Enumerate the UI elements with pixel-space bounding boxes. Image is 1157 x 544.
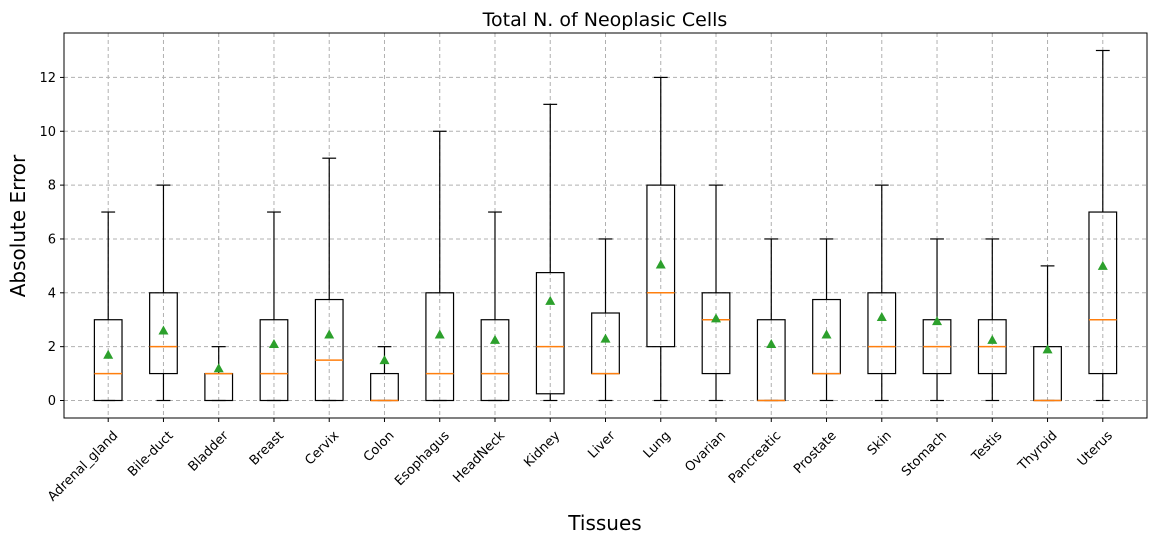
x-tick-label: Stomach xyxy=(899,428,950,479)
box-item xyxy=(977,238,1007,402)
iqr-box xyxy=(646,184,676,348)
iqr-box xyxy=(535,272,565,395)
x-tick-label: Bladder xyxy=(186,428,233,475)
x-tick-label: Prostate xyxy=(791,428,839,476)
y-tick-label: 8 xyxy=(48,179,56,194)
box-item xyxy=(1088,49,1118,402)
x-tick-label: Ovarian xyxy=(682,428,729,475)
x-tick-label: Pancreatic xyxy=(726,428,784,486)
x-tick-label: Kidney xyxy=(521,428,563,470)
iqr-box xyxy=(93,319,123,402)
box-item xyxy=(646,76,676,402)
x-tick-label: HeadNeck xyxy=(450,428,508,486)
x-tick-label: Thyroid xyxy=(1015,428,1061,474)
x-tick-label: Uterus xyxy=(1075,428,1116,469)
mean-marker xyxy=(932,316,943,326)
box-item xyxy=(535,103,565,402)
mean-marker xyxy=(268,338,279,348)
x-axis-ticks: Adrenal_gland Bile-duct Bladder Breast Cervi… xyxy=(45,418,1116,505)
iqr-box xyxy=(701,292,731,375)
y-tick-label: 4 xyxy=(48,286,56,301)
box-item xyxy=(812,238,841,402)
x-tick-label: Cervix xyxy=(302,428,342,468)
mean-marker xyxy=(213,363,224,373)
mean-marker xyxy=(1042,344,1053,354)
x-tick-label: Liver xyxy=(585,428,619,462)
box-item xyxy=(149,184,178,402)
iqr-box xyxy=(480,319,510,402)
x-tick-label: Esophagus xyxy=(392,428,453,489)
box-item xyxy=(480,211,510,402)
mean-marker xyxy=(1097,260,1108,270)
y-tick-label: 6 xyxy=(48,232,56,247)
x-tick-label: Testis xyxy=(969,428,1006,465)
x-tick-label: Colon xyxy=(361,428,398,465)
iqr-box xyxy=(756,319,786,402)
box-item xyxy=(756,238,786,402)
y-tick-label: 12 xyxy=(39,71,56,86)
box-item xyxy=(204,346,234,402)
x-tick-label: Lung xyxy=(641,428,674,461)
iqr-box xyxy=(259,319,289,402)
y-axis-ticks: 0 2 4 6 8 10 12 xyxy=(39,71,64,409)
mean-marker xyxy=(821,329,832,339)
mean-marker xyxy=(987,334,998,344)
x-tick-label: Adrenal_gland xyxy=(45,428,121,504)
mean-marker xyxy=(379,355,390,365)
box-item xyxy=(867,184,897,402)
box-item xyxy=(370,346,399,402)
mean-marker xyxy=(489,334,500,344)
x-axis-label: Tissues xyxy=(567,511,641,535)
box-item xyxy=(425,130,455,402)
box-series xyxy=(93,49,1118,402)
mean-marker xyxy=(655,259,666,269)
mean-marker xyxy=(600,333,611,343)
mean-marker xyxy=(711,313,722,323)
mean-marker xyxy=(103,349,114,359)
box-item xyxy=(591,238,620,402)
mean-marker xyxy=(158,325,169,335)
mean-marker xyxy=(545,295,556,305)
x-tick-label: Skin xyxy=(865,428,895,458)
mean-marker xyxy=(766,338,777,348)
x-tick-label: Breast xyxy=(247,428,287,468)
box-item xyxy=(93,211,123,402)
mean-marker xyxy=(324,329,335,339)
iqr-box xyxy=(314,298,344,402)
box-item xyxy=(1033,265,1062,402)
iqr-box xyxy=(1088,211,1118,375)
iqr-box xyxy=(149,292,178,375)
box-item xyxy=(259,211,289,402)
box-item xyxy=(314,157,344,402)
mean-marker xyxy=(434,329,445,339)
y-tick-label: 10 xyxy=(39,125,56,140)
y-tick-label: 2 xyxy=(48,340,56,355)
iqr-box xyxy=(867,292,897,375)
iqr-box xyxy=(425,292,455,402)
mean-marker xyxy=(876,312,887,322)
y-axis-label: Absolute Error xyxy=(6,154,30,297)
box-item xyxy=(701,184,731,402)
box-item xyxy=(922,238,952,402)
grid-lines xyxy=(64,33,1147,418)
y-tick-label: 0 xyxy=(48,394,56,409)
plot-area-frame xyxy=(63,32,1148,419)
chart-title: Total N. of Neoplasic Cells xyxy=(482,9,728,31)
x-tick-label: Bile-duct xyxy=(125,428,176,479)
